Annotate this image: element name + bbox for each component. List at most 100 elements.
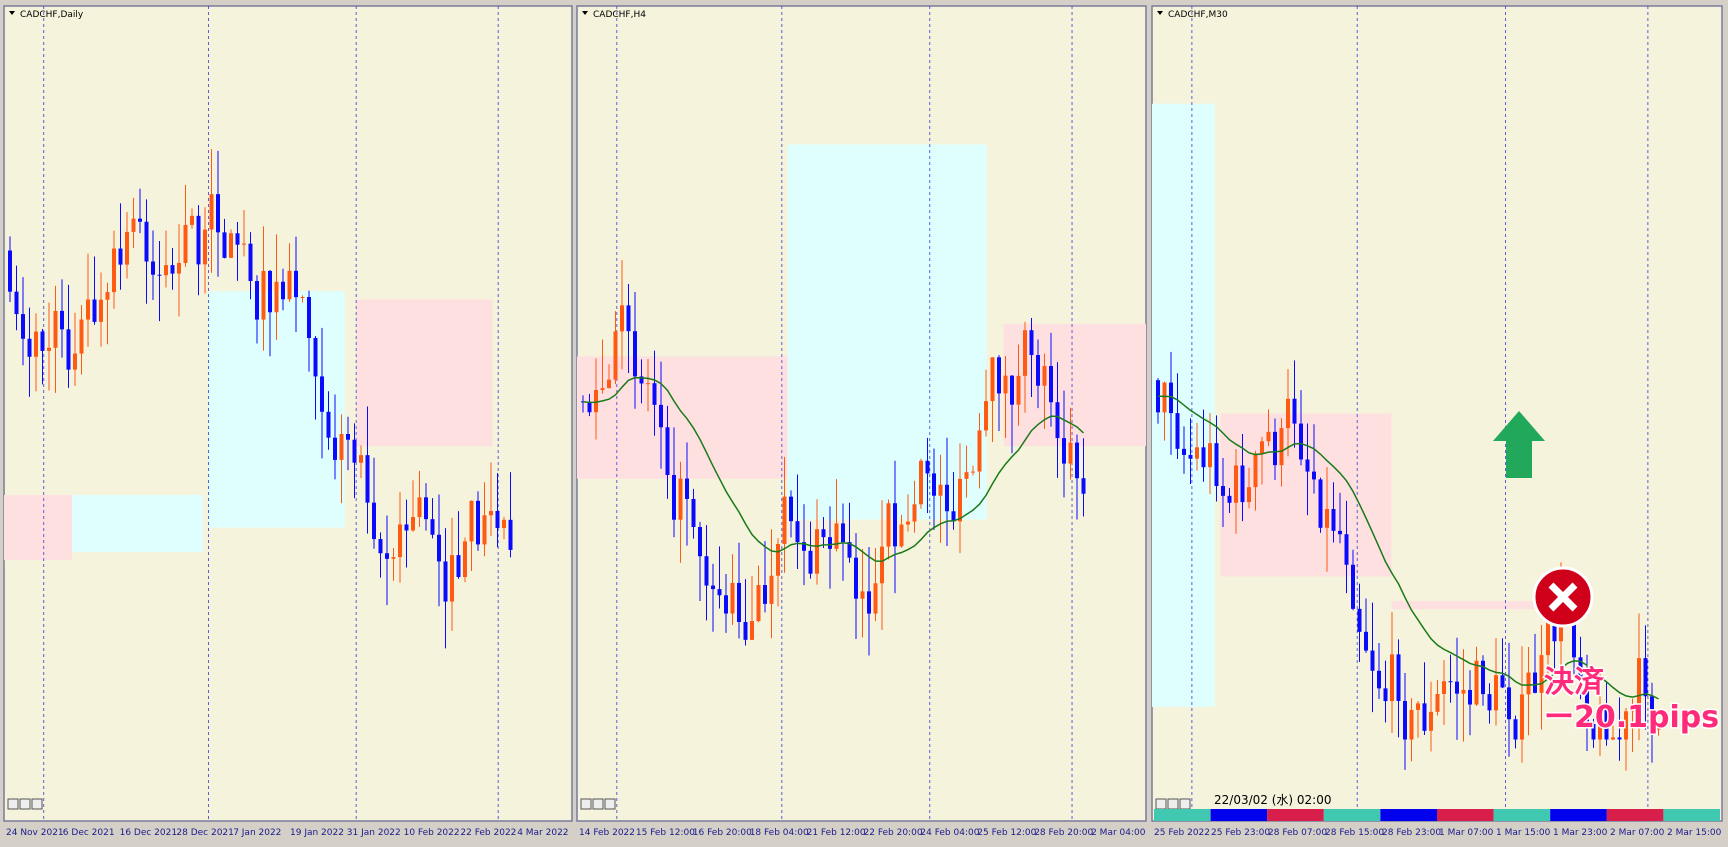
candle-body [1351,564,1355,609]
candle-body [912,504,917,522]
panel-title: CADCHF,Daily [20,10,84,20]
candle-body [1650,696,1654,730]
candle-body [1221,486,1225,496]
candle-body [678,478,683,520]
candle-body [1247,487,1251,503]
x-axis-label: 24 Nov 2021 [6,828,64,838]
toolbar-icon[interactable] [604,798,616,810]
candle-body [196,215,201,265]
session-strip [1663,809,1720,821]
session-strip [1550,809,1607,821]
candle-body [1029,330,1034,356]
candle-body [222,232,227,258]
candle-body [704,556,709,586]
candle-body [1055,402,1060,439]
candle-body [14,291,19,315]
candle-body [1169,382,1173,414]
candle-body [1364,631,1368,651]
candle-body [1617,737,1622,740]
candle-body [1370,650,1375,671]
toolbar-icon[interactable] [592,798,604,810]
candle-body [86,299,90,320]
candle-body [1201,447,1206,468]
candle-body [1520,694,1524,740]
x-axis-label: 16 Feb 20:00 [693,828,752,838]
candle-body [1214,443,1219,487]
x-axis-label: 1 Mar 15:00 [1496,828,1551,838]
candle-body [476,500,480,545]
toolbar-icon[interactable] [7,798,19,810]
candle-body [333,437,337,460]
candle-body [971,471,975,473]
zone-box [4,495,73,561]
candle-body [352,439,357,463]
toolbar-icon[interactable] [1167,798,1179,810]
candle-body [880,546,884,584]
toolbar-icon[interactable] [19,798,31,810]
candle-body [450,555,454,602]
candle-body [659,404,663,428]
x-axis-label: 21 Feb 12:00 [807,828,866,838]
candle-body [1299,423,1303,460]
candle-body [1507,687,1511,720]
candle-body [873,583,878,614]
settlement-label: 決済 [1544,665,1605,700]
candle-body [8,250,12,292]
candle-body [620,305,624,332]
x-axis-label: 25 Feb 12:00 [977,828,1036,838]
candle-body [268,270,272,313]
candle-body [1036,355,1040,386]
candle-body [633,331,637,377]
candle-body [1442,681,1446,695]
candle-body [274,281,279,313]
x-axis-label: 28 Dec 2021 [176,828,234,838]
candle-body [34,331,38,357]
zone-box [72,495,203,553]
candle-body [867,591,871,614]
candle-body [1377,670,1381,689]
candle-body [281,281,285,300]
candle-body [53,310,58,348]
candle-body [1234,465,1238,503]
candle-body [990,357,995,402]
moving-average [1157,395,1659,700]
candle-body [1539,655,1544,693]
candle-body [1279,428,1284,466]
x-axis-label: 6 Dec 2021 [63,828,115,838]
candle-body [815,529,819,574]
candle-body [320,376,324,412]
candle-body [1435,694,1440,712]
candle-body [1081,478,1086,494]
candle-body [469,500,474,542]
candle-body [834,523,839,549]
x-axis-label: 31 Jan 2022 [347,828,401,838]
candle-body [365,455,370,503]
session-strip [1210,809,1268,821]
candle-body [1637,658,1641,705]
x-axis-label: 25 Feb 23:00 [1211,828,1270,838]
candle-body [508,519,513,550]
candle-body [626,305,631,332]
x-axis-label: 28 Feb 15:00 [1325,828,1384,838]
result-label: ー20.1pips [1544,700,1719,735]
candle-body [112,248,116,293]
toolbar-icon[interactable] [580,798,592,810]
panel-title: CADCHF,H4 [593,10,646,20]
toolbar-icon[interactable] [31,798,43,810]
candle-body [1312,471,1316,480]
candle-body [424,497,428,520]
candle-body [138,218,142,222]
candle-body [1448,681,1453,683]
candle-body [1208,443,1212,468]
candle-body [964,472,969,479]
x-axis-label: 14 Feb 2022 [579,828,635,838]
candle-body [482,515,487,545]
candle-body [1023,330,1027,376]
toolbar-icon[interactable] [1155,798,1167,810]
candle-body [1305,459,1310,472]
candle-body [1500,675,1505,688]
toolbar-icon[interactable] [1179,798,1191,810]
candle-body [248,243,253,282]
candle-body [1240,465,1245,503]
chart-panel: CADCHF,M30 [1151,5,1723,822]
